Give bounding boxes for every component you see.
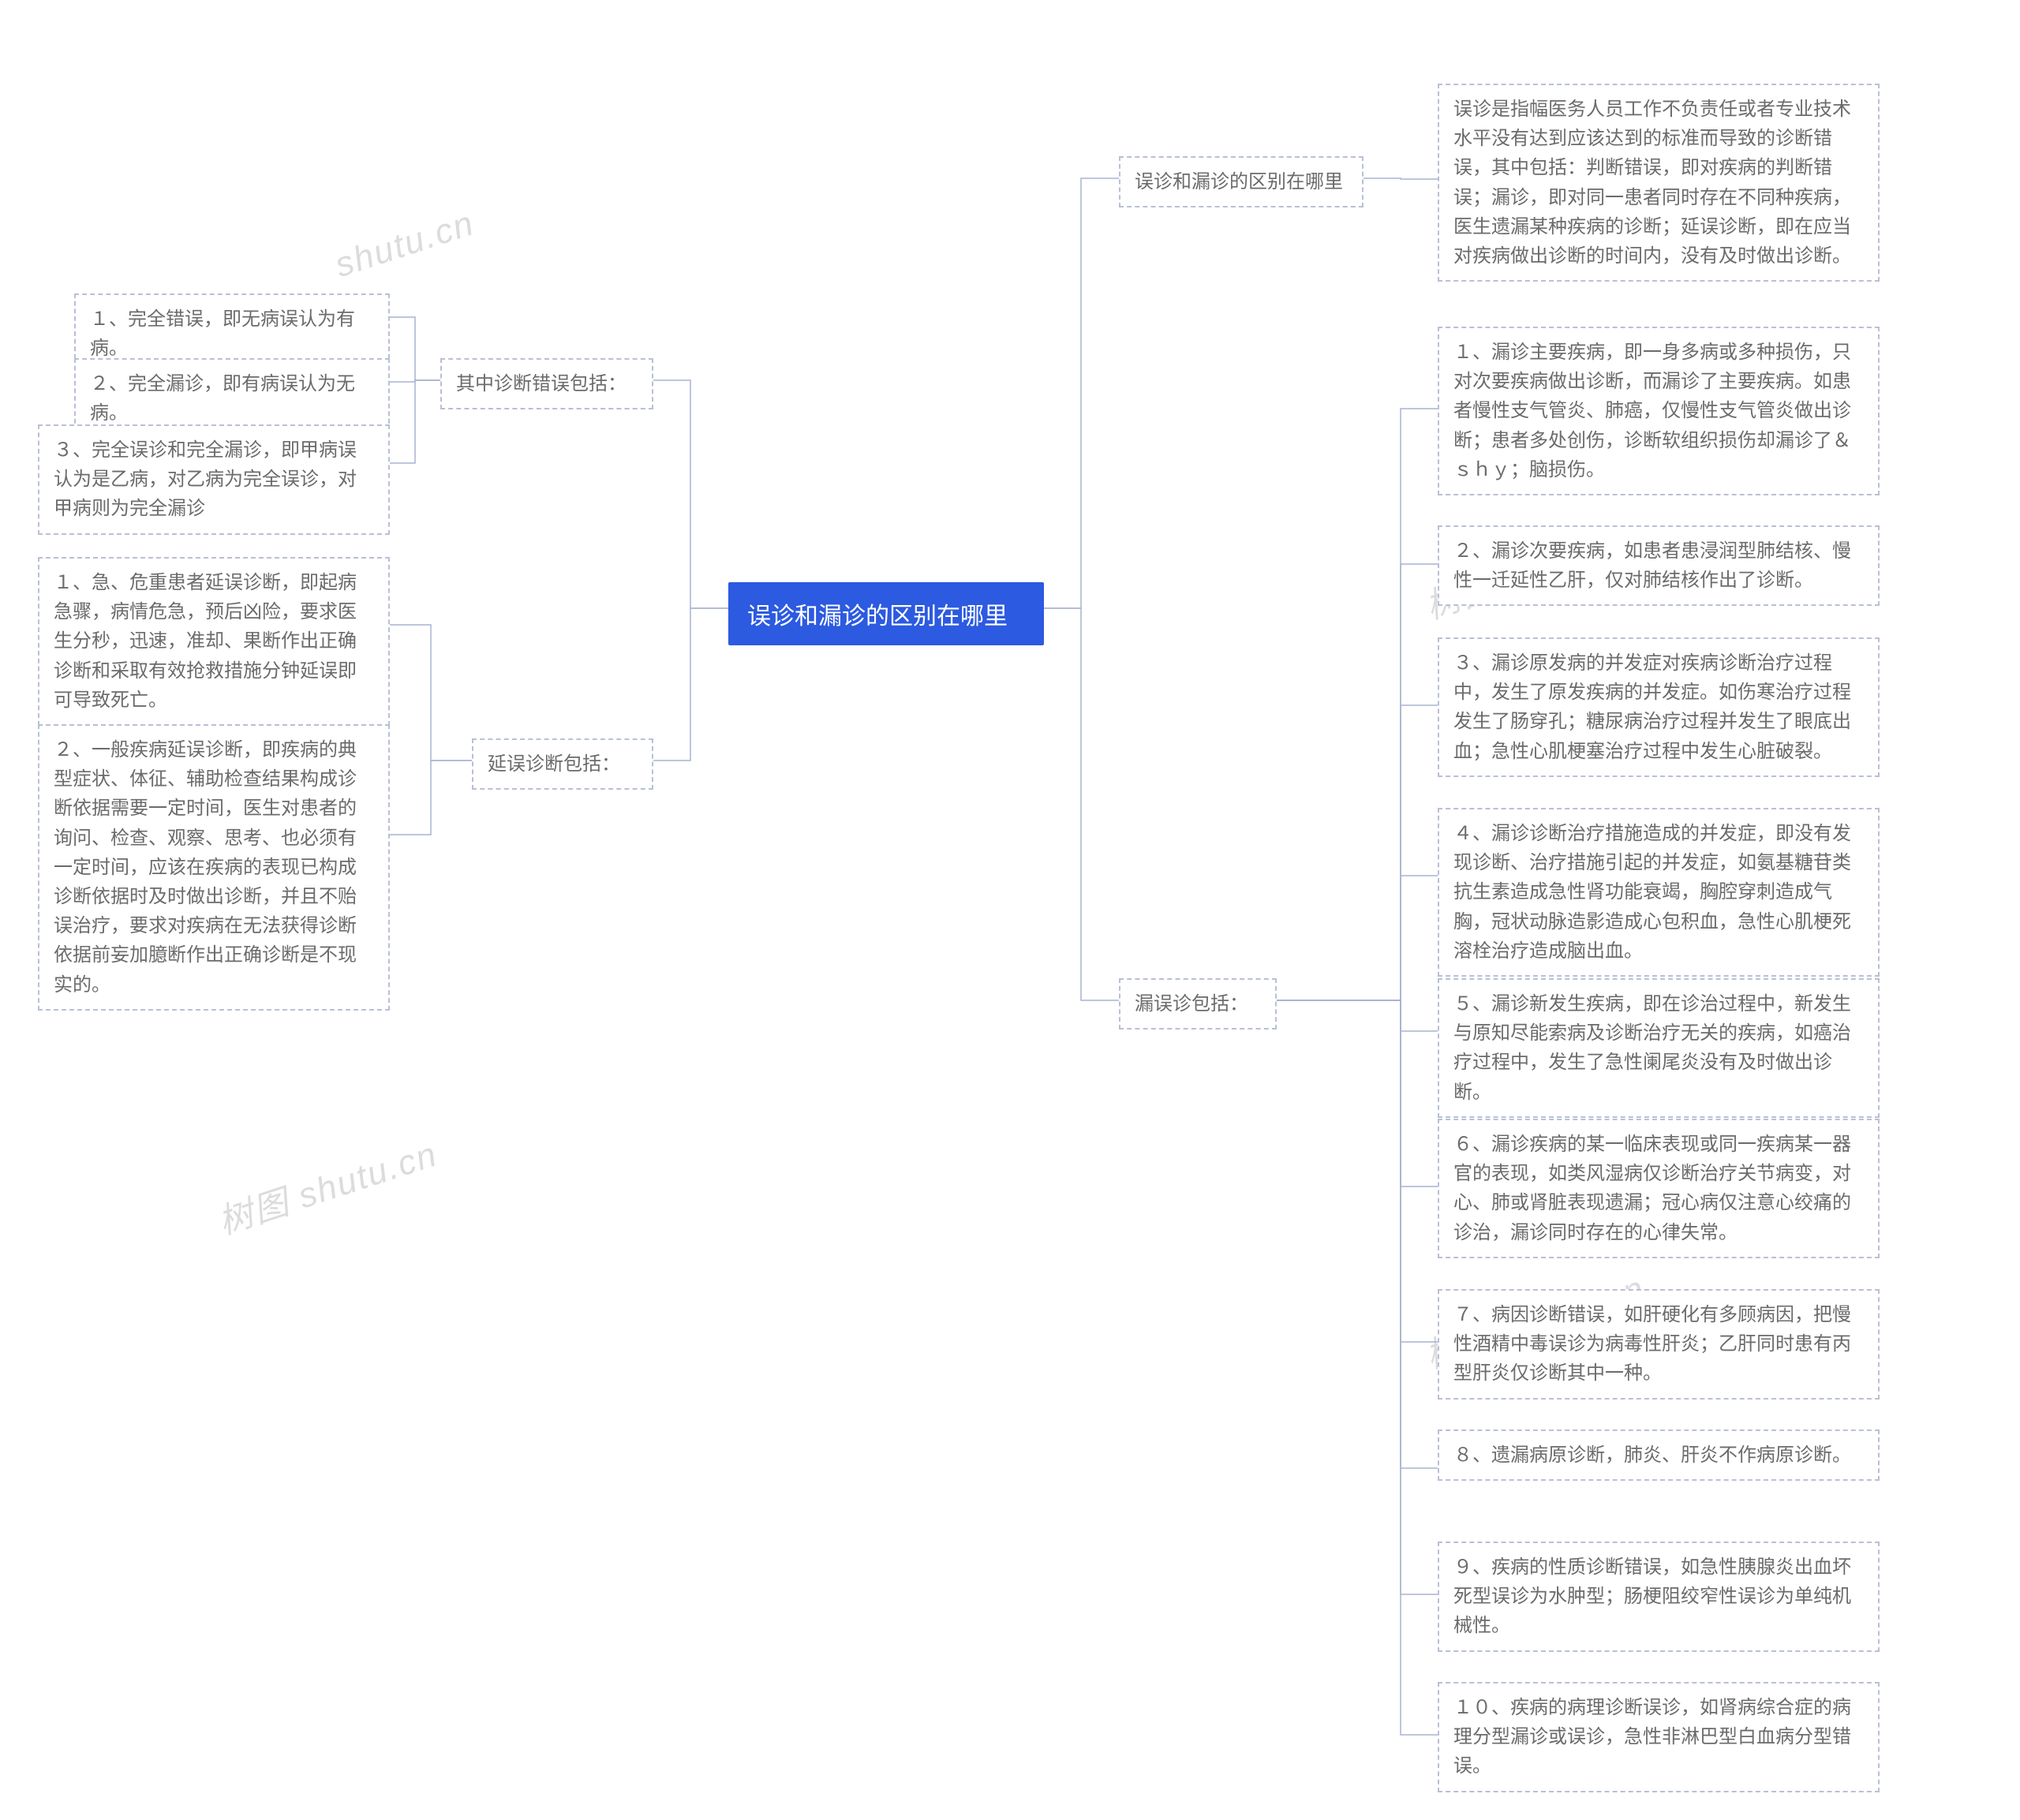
- leaf-node-r2c8[interactable]: ８、遗漏病原诊断，肺炎、肝炎不作病原诊断。: [1438, 1429, 1880, 1481]
- leaf-text: １、完全错误，即无病误认为有病。: [90, 308, 355, 359]
- branch-label: 延误诊断包括：: [488, 753, 620, 775]
- root-label: 误诊和漏诊的区别在哪里: [747, 604, 1008, 630]
- leaf-text: ３、完全误诊和完全漏诊，即甲病误认为是乙病，对乙病为完全误诊，对甲病则为完全漏诊: [54, 439, 357, 519]
- leaf-text: ５、漏诊新发生疾病，即在诊治过程中，新发生与原知尽能索病及诊断治疗无关的疾病，如…: [1453, 993, 1851, 1103]
- leaf-text: 误诊是指幅医务人员工作不负责任或者专业技术水平没有达到应该达到的标准而导致的诊断…: [1453, 99, 1851, 267]
- leaf-text: ８、遗漏病原诊断，肺炎、肝炎不作病原诊断。: [1453, 1444, 1851, 1466]
- leaf-text: ７、病因诊断错误，如肝硬化有多顾病因，把慢性酒精中毒误诊为病毒性肝炎；乙肝同时患…: [1453, 1304, 1851, 1384]
- watermark: shutu.cn: [331, 204, 480, 286]
- leaf-node-r2c6[interactable]: ６、漏诊疾病的某一临床表现或同一疾病某一器官的表现，如类风湿病仅诊断治疗关节病变…: [1438, 1119, 1880, 1258]
- leaf-text: ６、漏诊疾病的某一临床表现或同一疾病某一器官的表现，如类风湿病仅诊断治疗关节病变…: [1453, 1134, 1851, 1243]
- leaf-node-r2c9[interactable]: ９、疾病的性质诊断错误，如急性胰腺炎出血坏死型误诊为水肿型；肠梗阻绞窄性误诊为单…: [1438, 1542, 1880, 1652]
- branch-node-r2[interactable]: 漏误诊包括：: [1119, 978, 1277, 1030]
- branch-label: 漏误诊包括：: [1135, 993, 1248, 1015]
- leaf-node-r2c2[interactable]: ２、漏诊次要疾病，如患者患浸润型肺结核、慢性一迁延性乙肝，仅对肺结核作出了诊断。: [1438, 525, 1880, 606]
- leaf-text: １、漏诊主要疾病，即一身多病或多种损伤，只对次要疾病做出诊断，而漏诊了主要疾病。…: [1453, 342, 1851, 480]
- leaf-text: ４、漏诊诊断治疗措施造成的并发症，即没有发现诊断、治疗措施引起的并发症，如氨基糖…: [1453, 823, 1851, 962]
- branch-label: 其中诊断错误包括：: [456, 373, 627, 394]
- branch-node-l2[interactable]: 延误诊断包括：: [472, 738, 653, 790]
- branch-node-l1[interactable]: 其中诊断错误包括：: [440, 358, 653, 409]
- watermark: 树图 shutu.cn: [211, 1126, 443, 1244]
- leaf-text: ２、完全漏诊，即有病误认为无病。: [90, 373, 355, 424]
- leaf-node-r2c4[interactable]: ４、漏诊诊断治疗措施造成的并发症，即没有发现诊断、治疗措施引起的并发症，如氨基糖…: [1438, 808, 1880, 977]
- mindmap-root[interactable]: 误诊和漏诊的区别在哪里: [728, 582, 1044, 645]
- branch-label: 误诊和漏诊的区别在哪里: [1135, 171, 1343, 192]
- leaf-text: １、急、危重患者延误诊断，即起病急骤，病情危急，预后凶险，要求医生分秒，迅速，准…: [54, 572, 357, 711]
- leaf-node-r2c3[interactable]: ３、漏诊原发病的并发症对疾病诊断治疗过程中，发生了原发疾病的并发症。如伤寒治疗过…: [1438, 637, 1880, 777]
- leaf-text: ２、一般疾病延误诊断，即疾病的典型症状、体征、辅助检查结果构成诊断依据需要一定时…: [54, 739, 357, 996]
- leaf-node-r2c10[interactable]: １０、疾病的病理诊断误诊，如肾病综合症的病理分型漏诊或误诊，急性非淋巴型白血病分…: [1438, 1682, 1880, 1792]
- leaf-node-r1c1[interactable]: 误诊是指幅医务人员工作不负责任或者专业技术水平没有达到应该达到的标准而导致的诊断…: [1438, 84, 1880, 282]
- branch-node-r1[interactable]: 误诊和漏诊的区别在哪里: [1119, 156, 1364, 207]
- leaf-text: ２、漏诊次要疾病，如患者患浸润型肺结核、慢性一迁延性乙肝，仅对肺结核作出了诊断。: [1453, 540, 1851, 591]
- leaf-node-l2c1[interactable]: １、急、危重患者延误诊断，即起病急骤，病情危急，预后凶险，要求医生分秒，迅速，准…: [38, 557, 390, 726]
- leaf-text: ９、疾病的性质诊断错误，如急性胰腺炎出血坏死型误诊为水肿型；肠梗阻绞窄性误诊为单…: [1453, 1557, 1851, 1636]
- leaf-node-r2c5[interactable]: ５、漏诊新发生疾病，即在诊治过程中，新发生与原知尽能索病及诊断治疗无关的疾病，如…: [1438, 978, 1880, 1118]
- leaf-node-r2c7[interactable]: ７、病因诊断错误，如肝硬化有多顾病因，把慢性酒精中毒误诊为病毒性肝炎；乙肝同时患…: [1438, 1289, 1880, 1400]
- leaf-text: ３、漏诊原发病的并发症对疾病诊断治疗过程中，发生了原发疾病的并发症。如伤寒治疗过…: [1453, 652, 1851, 762]
- leaf-node-r2c1[interactable]: １、漏诊主要疾病，即一身多病或多种损伤，只对次要疾病做出诊断，而漏诊了主要疾病。…: [1438, 327, 1880, 495]
- leaf-node-l2c2[interactable]: ２、一般疾病延误诊断，即疾病的典型症状、体征、辅助检查结果构成诊断依据需要一定时…: [38, 724, 390, 1011]
- leaf-node-l1c3[interactable]: ３、完全误诊和完全漏诊，即甲病误认为是乙病，对乙病为完全误诊，对甲病则为完全漏诊: [38, 424, 390, 535]
- leaf-text: １０、疾病的病理诊断误诊，如肾病综合症的病理分型漏诊或误诊，急性非淋巴型白血病分…: [1453, 1697, 1851, 1777]
